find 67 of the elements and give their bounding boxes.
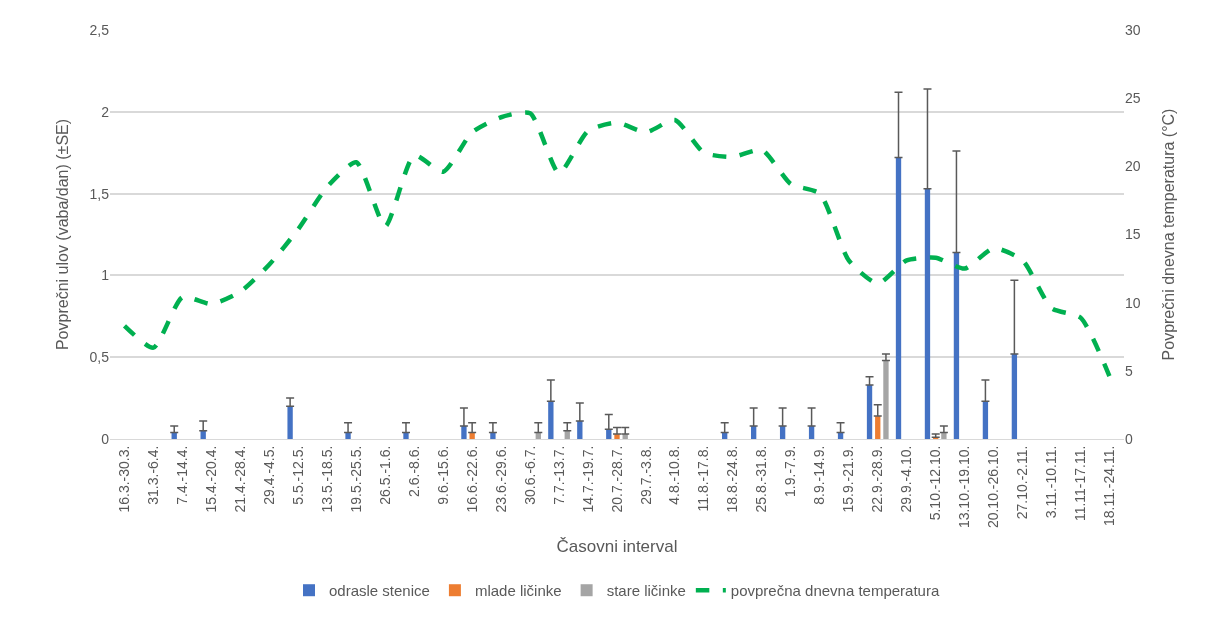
x-tick-label: 4.8.-10.8. (666, 445, 683, 505)
bar (548, 401, 554, 439)
x-tick-label: 18.8.-24.8. (724, 445, 741, 513)
bar (895, 157, 902, 439)
legend-label: mlade ličinke (474, 582, 562, 600)
x-tick-label: 29.7.-3.8. (637, 445, 654, 505)
x-tick-label: 20.7.-28.7. (608, 445, 625, 513)
x-tick-label: 15.4.-20.4. (202, 445, 219, 513)
x-tick-label: 27.10.-2.11. (1014, 445, 1031, 520)
x-tick-label: 19.5.-25.5. (347, 445, 364, 513)
x-tick-label: 26.5.-1.6. (376, 445, 393, 505)
y-tick-label: 1 (101, 267, 110, 284)
x-tick-label: 8.9.-14.9. (811, 445, 828, 505)
line-series (122, 110, 1112, 379)
y2-tick-label: 30 (1125, 21, 1141, 38)
x-tick-label: 29.4.-4.5. (260, 445, 277, 505)
x-tick-label: 25.8.-31.8. (753, 445, 770, 513)
bar (982, 401, 989, 439)
x-tick-label: 1.9.-7.9. (782, 445, 799, 497)
y-tick-label: 1,5 (89, 185, 110, 202)
x-tick-label: 29.9.-4.10. (898, 445, 915, 513)
x-tick-label: 7.4.-14.4. (173, 445, 190, 505)
x-tick-label: 18.11.-24.11. (1101, 445, 1118, 527)
x-tick-label: 30.6.-6.7. (521, 445, 538, 505)
bar (875, 416, 881, 439)
x-tick-label: 20.10.-26.10. (985, 445, 1002, 529)
y2-axis-title: Povprečni dnevna temperatura (°C) (1160, 108, 1177, 361)
y-tick-label: 2 (101, 103, 110, 120)
y-axis-title: Povprečni ulov (vaba/dan) (±SE) (54, 118, 71, 351)
x-tick-label: 31.3.-6.4. (145, 445, 162, 505)
x-tick-label: 3.11.-10.11. (1043, 445, 1060, 519)
x-tick-label: 9.6.-15.6. (434, 445, 451, 505)
y2-tick-label: 10 (1125, 294, 1141, 311)
y2-tick-label: 0 (1125, 430, 1133, 447)
x-tick-label: 7.7.-13.7. (550, 445, 567, 505)
x-tick-label: 5.10.-12.10. (927, 445, 944, 521)
x-tick-label: 15.9.-21.9. (840, 445, 857, 513)
x-tick-label: 13.5.-18.5. (318, 445, 335, 513)
bar (1011, 353, 1018, 439)
x-tick-label: 16.6.-22.6. (463, 445, 480, 513)
x-tick-label: 22.9.-28.9. (869, 445, 886, 513)
legend-label: stare ličinke (606, 582, 686, 600)
bar (953, 252, 960, 439)
bar (461, 425, 467, 439)
legend-label: odrasle stenice (329, 582, 430, 600)
x-tick-label: 2.6.-8.6. (405, 445, 422, 497)
y-tick-label: 2,5 (89, 21, 110, 38)
y-tick-label: 0 (101, 430, 110, 447)
y-tick-label: 0,5 (89, 349, 110, 366)
y2-tick-label: 25 (1125, 90, 1141, 107)
legend-label: povprečna dnevna temperatura (730, 582, 940, 600)
x-tick-label: 21.4.-28.4. (231, 445, 248, 513)
x-tick-label: 13.10.-19.10. (956, 445, 973, 529)
y2-tick-label: 15 (1125, 226, 1141, 243)
bar (924, 188, 931, 439)
x-tick-label: 11.11-17.11. (1072, 445, 1089, 522)
x-tick-label: 23.6.-29.6. (492, 445, 509, 513)
y2-tick-label: 5 (1125, 362, 1133, 379)
bar (287, 406, 293, 439)
x-tick-label: 11.8.-17.8. (695, 445, 712, 512)
bar (866, 385, 873, 439)
x-tick-label: 5.5.-12.5. (289, 445, 306, 505)
x-axis-title: Časovni interval (556, 536, 678, 556)
bar (883, 360, 889, 439)
x-tick-label: 16.3.-30.3. (116, 445, 133, 513)
x-tick-label: 14.7.-19.7. (579, 445, 596, 513)
y2-tick-label: 20 (1125, 158, 1141, 175)
